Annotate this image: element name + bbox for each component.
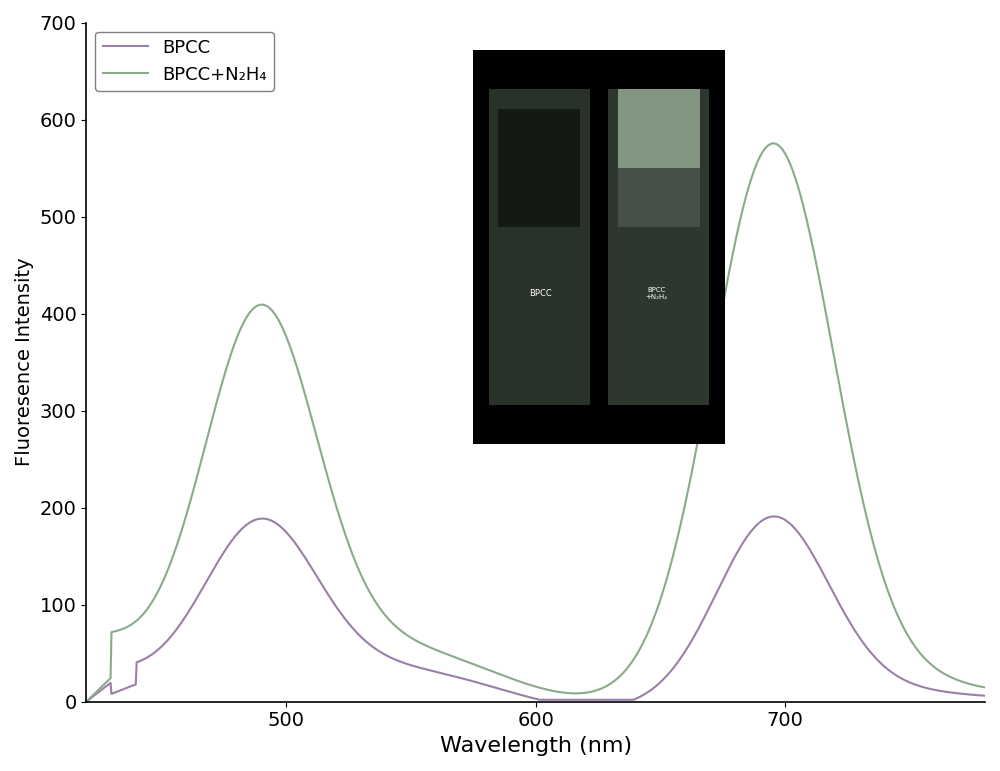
BPCC+N₂H₄ (444, 651, 456, 660)
Legend: BPCC, BPCC+N₂H₄: BPCC, BPCC+N₂H₄ (95, 32, 274, 91)
BPCC (80, 697, 92, 706)
BPCC+N₂H₄ (80, 697, 92, 706)
BPCC+N₂H₄ (697, 406, 709, 416)
BPCC (697, 614, 709, 624)
BPCC+N₂H₄ (979, 683, 991, 692)
BPCC+N₂H₄ (798, 205, 810, 214)
BPCC (782, 517, 794, 527)
Line: BPCC+N₂H₄: BPCC+N₂H₄ (86, 143, 985, 702)
BPCC (768, 512, 780, 521)
BPCC (172, 623, 184, 632)
Y-axis label: Fluoresence Intensity: Fluoresence Intensity (15, 258, 34, 466)
BPCC (798, 536, 810, 545)
X-axis label: Wavelength (nm): Wavelength (nm) (440, 736, 632, 756)
BPCC+N₂H₄ (768, 139, 780, 148)
BPCC+N₂H₄ (172, 537, 184, 547)
BPCC (979, 691, 991, 700)
BPCC (476, 679, 488, 689)
BPCC+N₂H₄ (476, 663, 488, 672)
Line: BPCC: BPCC (86, 517, 985, 702)
BPCC+N₂H₄ (782, 154, 794, 163)
BPCC (444, 671, 456, 680)
